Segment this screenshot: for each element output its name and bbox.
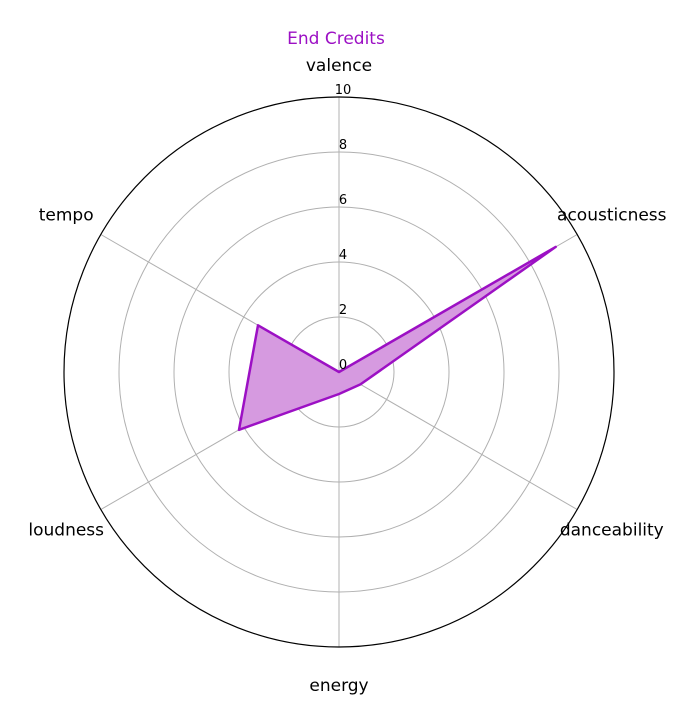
tick-label-6: 6	[339, 193, 347, 208]
axis-label-energy: energy	[309, 676, 368, 696]
series-layer	[237, 245, 557, 432]
axis-label-loudness: loudness	[28, 521, 104, 541]
tick-label-layer: 0 2 4 6 8 10	[335, 83, 352, 373]
outer-ring-layer	[63, 96, 615, 648]
chart-title: End Credits	[287, 29, 385, 49]
axis-label-valence: valence	[306, 56, 372, 76]
tick-label-4: 4	[339, 248, 347, 263]
axis-label-danceability: danceability	[560, 521, 664, 541]
tick-label-2: 2	[339, 303, 347, 318]
axis-label-layer: valence acousticness danceability energy lou…	[28, 56, 666, 696]
outer-ring	[63, 96, 615, 648]
tick-label-0: 0	[339, 358, 347, 373]
tick-label-10: 10	[335, 83, 352, 98]
axis-label-acousticness: acousticness	[557, 206, 667, 226]
spoke-danceability	[338, 371, 578, 510]
tick-label-8: 8	[339, 138, 347, 153]
axis-label-tempo: tempo	[39, 206, 94, 226]
